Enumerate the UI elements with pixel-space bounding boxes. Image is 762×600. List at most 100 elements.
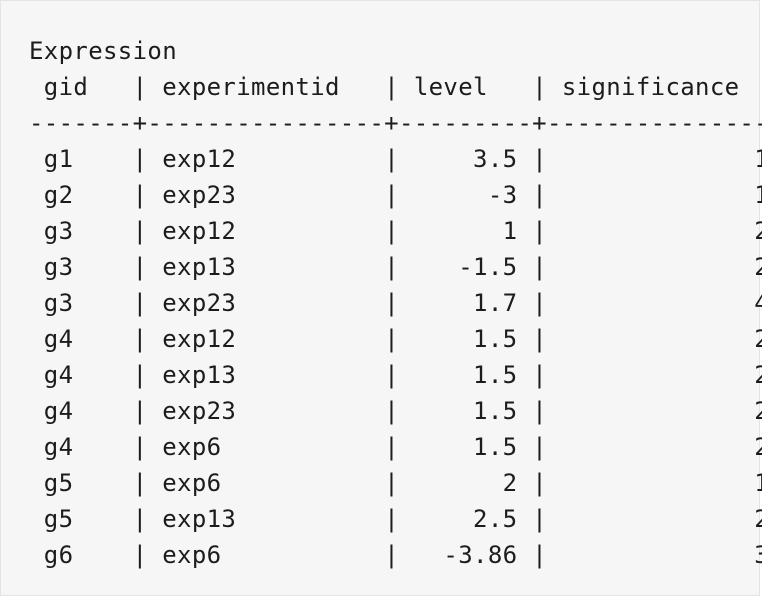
column-divider: |	[532, 181, 548, 209]
column-divider: |	[132, 469, 148, 497]
column-divider: |	[532, 433, 548, 461]
column-divider: |	[384, 433, 400, 461]
table-cell: 1.5	[399, 397, 533, 425]
table-row: g3 | exp23 | 1.7 | 4	[29, 285, 762, 321]
column-divider: |	[132, 505, 148, 533]
column-divider: |	[384, 145, 400, 173]
table-row: g4 | exp13 | 1.5 | 2	[29, 357, 762, 393]
table-row: g5 | exp13 | 2.5 | 2	[29, 501, 762, 537]
table-cell: exp13	[147, 361, 385, 389]
table-cell: exp6	[147, 433, 385, 461]
column-divider: |	[532, 469, 548, 497]
table-cell: 1	[399, 217, 533, 245]
table-cell: 1	[547, 469, 762, 497]
column-divider: |	[132, 253, 148, 281]
table-cell: g3	[29, 253, 133, 281]
column-divider: |	[384, 505, 400, 533]
column-divider: |	[532, 541, 548, 569]
table-row: g4 | exp6 | 1.5 | 2	[29, 429, 762, 465]
table-cell: exp23	[147, 397, 385, 425]
table-cell: 1.7	[399, 289, 533, 317]
table-cell: g4	[29, 361, 133, 389]
table-row: g4 | exp12 | 1.5 | 2	[29, 321, 762, 357]
column-divider: |	[532, 505, 548, 533]
column-divider: |	[132, 289, 148, 317]
table-cell: 1.5	[399, 361, 533, 389]
table-cell: g3	[29, 289, 133, 317]
table-cell: g4	[29, 325, 133, 353]
table-cell: -3	[399, 181, 533, 209]
column-divider: |	[532, 145, 548, 173]
column-divider: |	[384, 73, 400, 101]
column-divider: |	[384, 289, 400, 317]
table-cell: g5	[29, 505, 133, 533]
table-row: g5 | exp6 | 2 | 1	[29, 465, 762, 501]
table-cell: 1	[547, 145, 762, 173]
column-header: level	[399, 73, 533, 101]
table-cell: 2	[547, 325, 762, 353]
table-cell: 3	[547, 541, 762, 569]
column-divider: |	[132, 73, 148, 101]
column-divider: |	[132, 397, 148, 425]
table-cell: g5	[29, 469, 133, 497]
table-cell: g4	[29, 433, 133, 461]
table-cell: g4	[29, 397, 133, 425]
column-divider: |	[532, 217, 548, 245]
table-cell: 2	[547, 505, 762, 533]
table-row: g3 | exp12 | 1 | 2	[29, 213, 762, 249]
column-divider: |	[132, 325, 148, 353]
table-cell: exp12	[147, 145, 385, 173]
column-divider: |	[384, 361, 400, 389]
table-cell: 2	[547, 433, 762, 461]
column-divider: |	[532, 253, 548, 281]
table-row: g1 | exp12 | 3.5 | 1	[29, 141, 762, 177]
column-divider: |	[384, 397, 400, 425]
table-cell: -1.5	[399, 253, 533, 281]
table-cell: 2	[547, 253, 762, 281]
table-cell: 2	[399, 469, 533, 497]
table-cell: g3	[29, 217, 133, 245]
column-divider: |	[132, 181, 148, 209]
table-row: g2 | exp23 | -3 | 1	[29, 177, 762, 213]
table-cell: 1	[547, 181, 762, 209]
column-divider: |	[132, 145, 148, 173]
table-cell: exp23	[147, 289, 385, 317]
table-cell: 2.5	[399, 505, 533, 533]
column-divider: |	[132, 541, 148, 569]
table-cell: exp13	[147, 253, 385, 281]
table-row: g3 | exp13 | -1.5 | 2	[29, 249, 762, 285]
table-cell: exp12	[147, 217, 385, 245]
table-body: g1 | exp12 | 3.5 | 1 g2 | exp23 | -3 | 1…	[29, 141, 762, 573]
column-header: experimentid	[147, 73, 385, 101]
table-cell: g1	[29, 145, 133, 173]
column-divider: |	[132, 361, 148, 389]
table-cell: exp6	[147, 469, 385, 497]
column-divider: |	[384, 325, 400, 353]
column-divider: |	[532, 73, 548, 101]
table-cell: g2	[29, 181, 133, 209]
column-divider: |	[384, 217, 400, 245]
column-divider: |	[384, 253, 400, 281]
table-cell: g6	[29, 541, 133, 569]
table-cell: 2	[547, 217, 762, 245]
table-cell: 2	[547, 361, 762, 389]
column-header: gid	[29, 73, 133, 101]
query-result-table: Expression gid | experimentid | level | …	[29, 33, 762, 573]
column-header: significance	[547, 73, 762, 101]
table-separator: -------+----------------+---------+-----…	[29, 109, 762, 137]
column-divider: |	[384, 469, 400, 497]
table-cell: -3.86	[399, 541, 533, 569]
column-divider: |	[532, 325, 548, 353]
table-title: Expression	[29, 37, 177, 65]
table-cell: 3.5	[399, 145, 533, 173]
column-divider: |	[132, 433, 148, 461]
table-cell: 4	[547, 289, 762, 317]
column-divider: |	[532, 361, 548, 389]
column-divider: |	[384, 181, 400, 209]
table-cell: 1.5	[399, 433, 533, 461]
table-cell: exp23	[147, 181, 385, 209]
table-cell: exp13	[147, 505, 385, 533]
column-divider: |	[532, 289, 548, 317]
table-cell: 1.5	[399, 325, 533, 353]
